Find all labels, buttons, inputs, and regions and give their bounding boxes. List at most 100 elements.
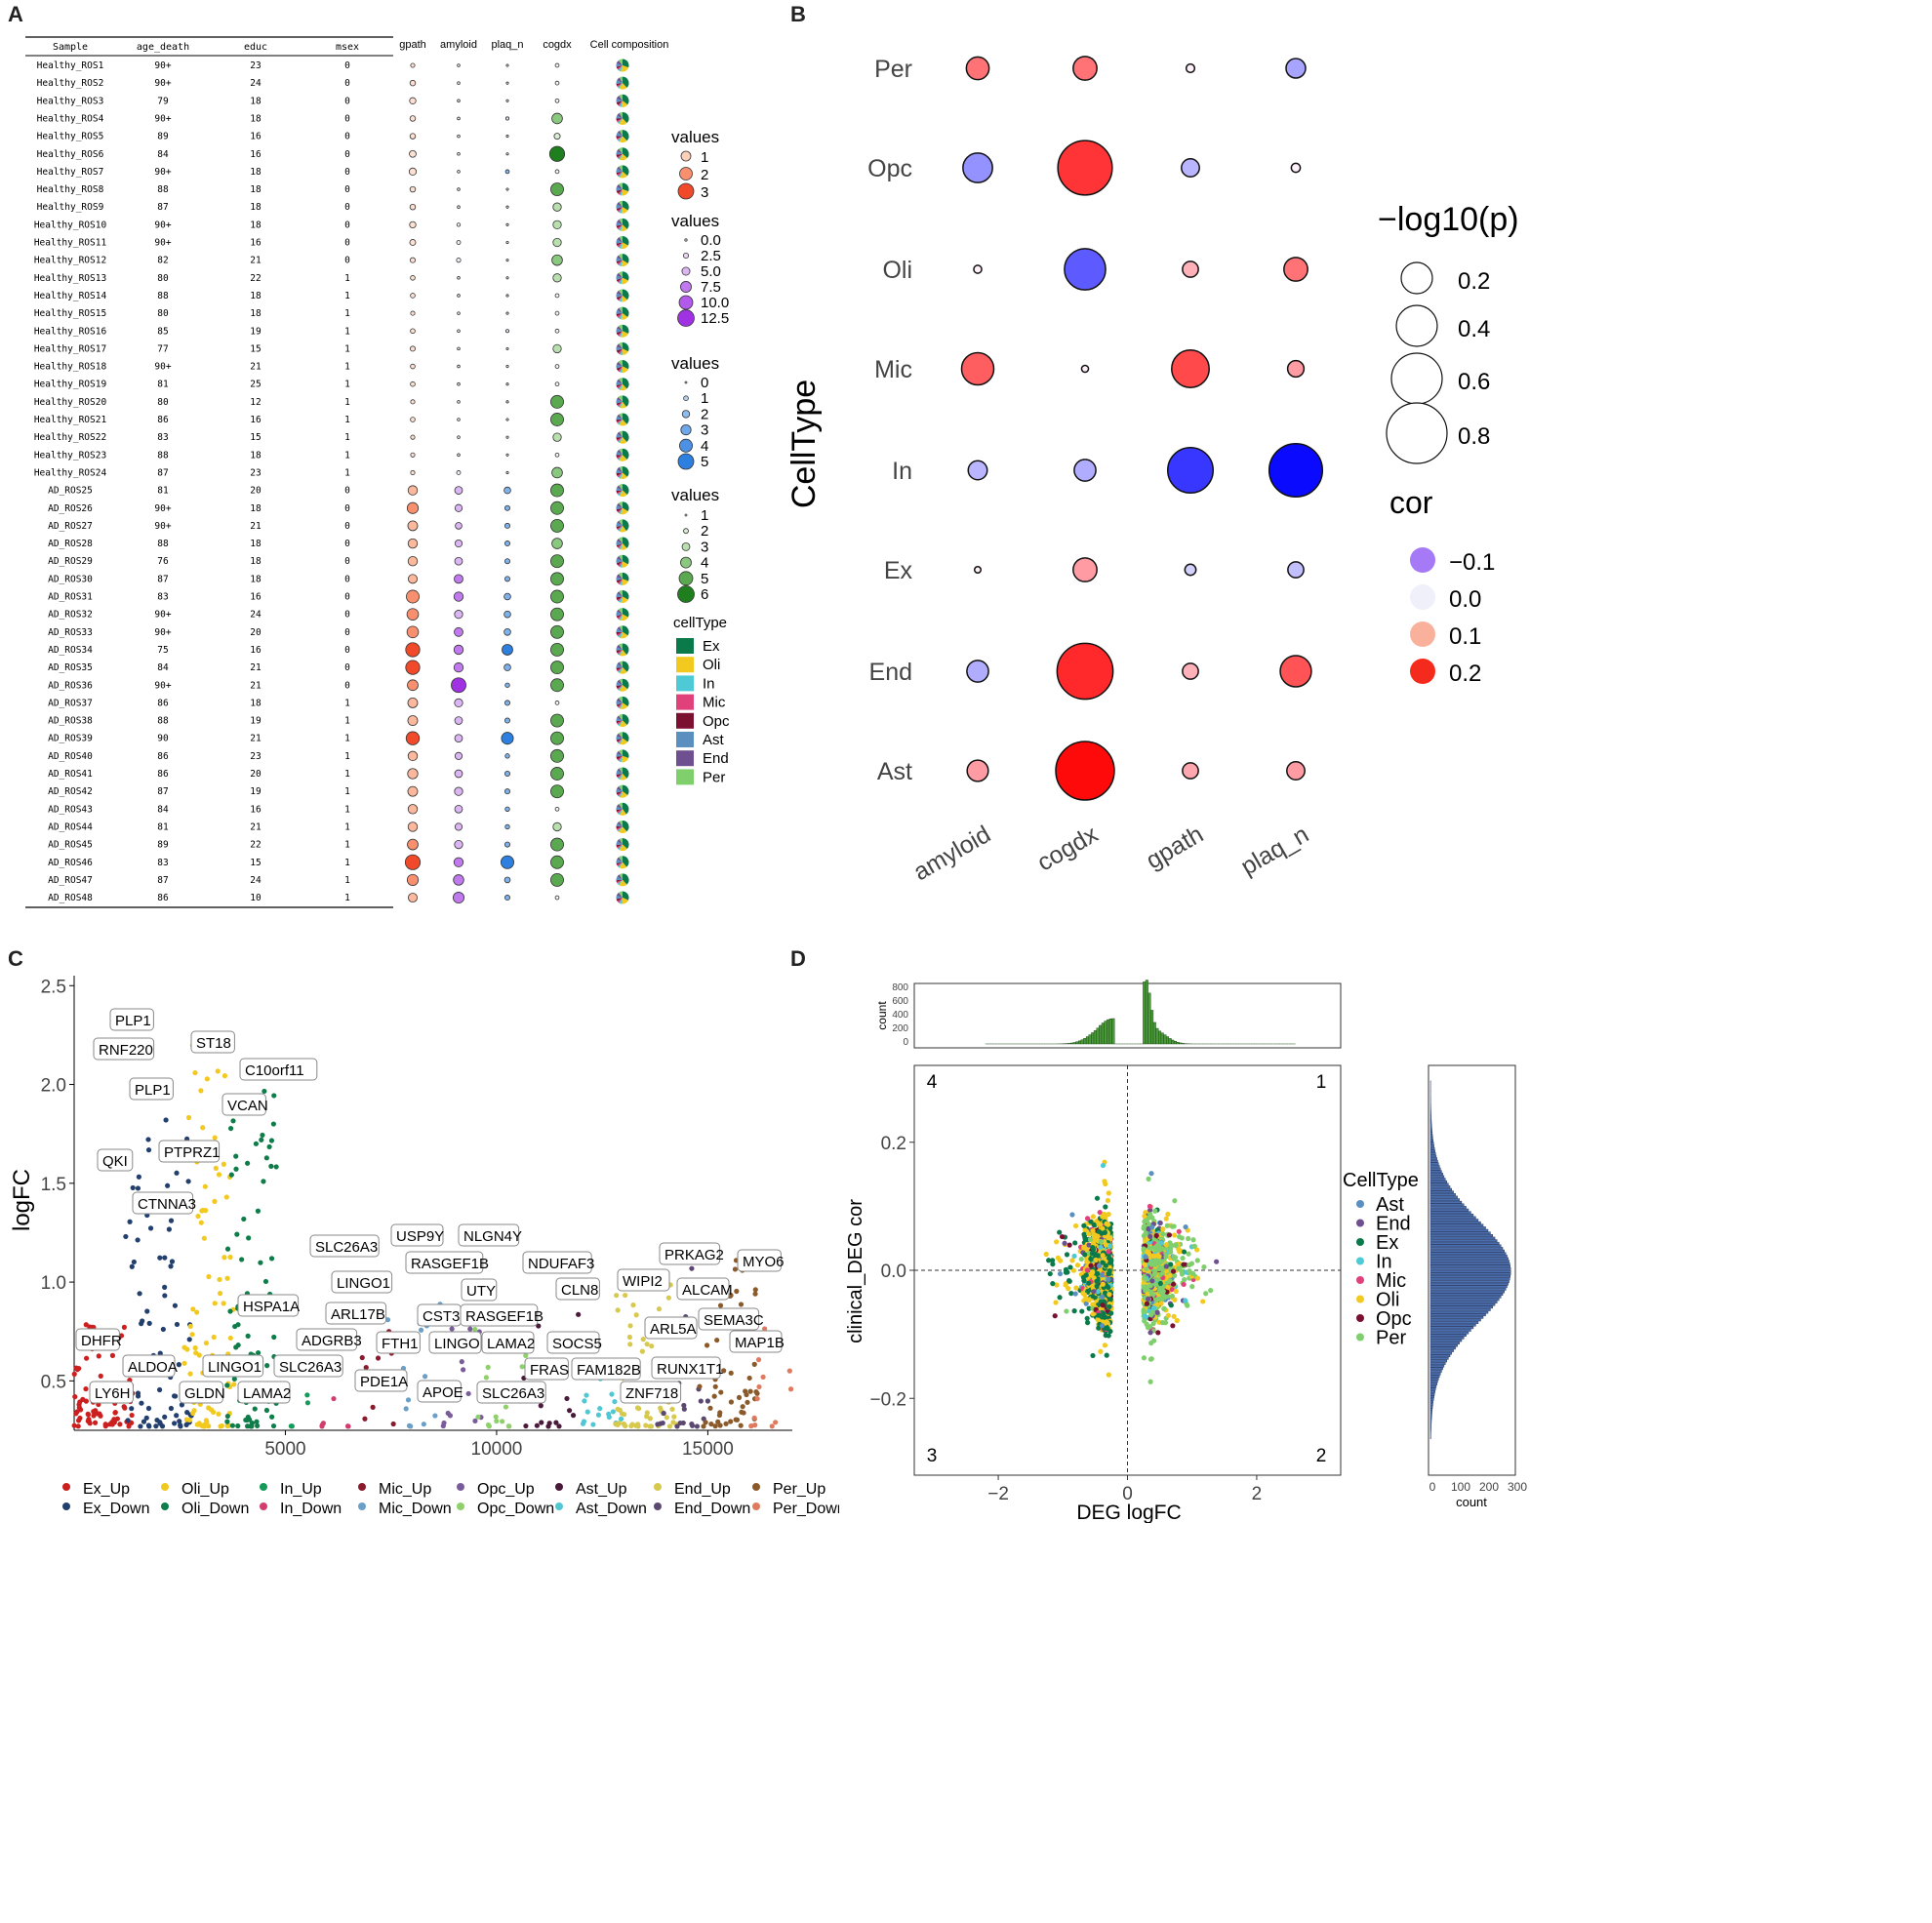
scatter-point [1142, 1262, 1148, 1267]
scatter-point [212, 1301, 218, 1306]
educ-cell: 24 [250, 875, 262, 886]
row-label: Ex [884, 557, 913, 584]
right-hist-bar [1429, 1264, 1511, 1268]
scatter-point [162, 1284, 168, 1290]
scatter-point [472, 1326, 478, 1333]
top-hist-bar [1107, 1019, 1110, 1045]
composition-pie-slice [617, 525, 623, 531]
top-hist-bar [1101, 1022, 1105, 1045]
scatter-point [129, 1406, 135, 1412]
age-cell: 90 [157, 734, 169, 744]
composition-pie-slice [619, 507, 623, 514]
scatter-point [1181, 1262, 1187, 1267]
composition-pie-slice [619, 519, 623, 526]
cogdx-bubble [550, 483, 564, 498]
amyloid-bubble [454, 574, 463, 584]
composition-pie-slice [617, 455, 623, 460]
scatter-point [1086, 1242, 1092, 1248]
scatter-point [1149, 1278, 1155, 1284]
composition-pie-slice [623, 696, 629, 707]
scatter-point [670, 1420, 676, 1425]
composition-pie-slice [621, 313, 628, 320]
scatter-point [1186, 1251, 1191, 1257]
sample-cell: Healthy_ROS20 [34, 397, 107, 408]
scatter-point [1088, 1256, 1094, 1262]
sample-cell: Healthy_ROS10 [34, 220, 107, 230]
composition-pie-slice [616, 755, 623, 760]
scatter-point [153, 1423, 159, 1429]
top-hist-bar [1099, 1024, 1103, 1045]
composition-pie-slice [616, 490, 623, 494]
scatter-point [1147, 1252, 1152, 1258]
scatter-point [717, 1422, 723, 1428]
age-cell: 90+ [154, 78, 171, 89]
scatter-point [163, 1117, 169, 1123]
scatter-point [118, 1333, 125, 1339]
scatter-point [185, 1179, 191, 1184]
scatter-point [1159, 1265, 1165, 1271]
plaq-bubble [505, 418, 509, 421]
composition-pie-slice [620, 667, 627, 674]
scatter-point [1088, 1219, 1094, 1224]
composition-pie-slice [619, 118, 627, 125]
row-label: Ast [877, 758, 912, 785]
right-hist-bar [1429, 1337, 1465, 1340]
gpath-bubble [407, 556, 419, 567]
sample-cell: Healthy_ROS11 [34, 238, 107, 249]
composition-pie-slice [616, 83, 623, 87]
scatter-point [1107, 1303, 1112, 1309]
scatter-point [751, 1415, 757, 1421]
scatter-point [233, 1166, 239, 1172]
amyloid-bubble [454, 804, 463, 814]
gpath-bubble [408, 893, 418, 903]
scatter-point [1102, 1290, 1108, 1296]
sample-cell: Healthy_ROS9 [37, 202, 104, 213]
composition-pie-slice [619, 784, 623, 792]
amyloid-bubble [457, 187, 461, 191]
scatter-point [1104, 1221, 1109, 1226]
panel-a-sample-table: Sample age_death educ msex gpath amyloid plaq_… [0, 0, 771, 917]
scatter-point [162, 1293, 168, 1299]
scatter-point [1176, 1265, 1182, 1271]
right-hist-bar [1429, 1272, 1511, 1276]
composition-pie-slice [618, 254, 623, 260]
scatter-point [1088, 1262, 1094, 1268]
gpath-bubble [410, 434, 416, 440]
composition-pie-slice [619, 83, 627, 90]
composition-pie-slice [616, 487, 623, 492]
scatter-point [157, 1350, 163, 1356]
legend-title: values [671, 128, 719, 146]
right-hist-bar [1429, 1316, 1484, 1319]
sample-cell: AD_ROS44 [48, 821, 93, 832]
right-hist-bar [1429, 1342, 1460, 1344]
scatter-point [752, 1291, 758, 1297]
msex-cell: 0 [344, 132, 350, 142]
scatter-point [553, 1420, 559, 1425]
composition-pie-slice [616, 207, 623, 212]
scatter-point [1167, 1278, 1173, 1284]
panel-label-b: B [790, 2, 806, 26]
sample-cell: AD_ROS31 [48, 592, 93, 603]
composition-pie-slice [616, 558, 623, 564]
gene-label: SEMA3C [704, 1312, 764, 1329]
composition-pie-slice [620, 153, 627, 161]
scatter-point [1177, 1249, 1183, 1255]
amyloid-bubble [454, 751, 463, 760]
top-hist-bar [1163, 1034, 1167, 1045]
composition-pie-slice [619, 755, 623, 763]
scatter-point [192, 1344, 198, 1351]
scatter-point [178, 1422, 183, 1428]
composition-pie-slice [617, 738, 623, 743]
age-cell: 87 [157, 202, 168, 213]
composition-pie-slice [623, 430, 629, 442]
scatter-point [1191, 1243, 1197, 1249]
composition-pie-slice [619, 277, 623, 285]
scatter-point [146, 1320, 152, 1326]
gene-label: LINGO1 [337, 1275, 390, 1292]
educ-cell: 23 [250, 467, 261, 478]
scatter-point [270, 1422, 277, 1429]
msex-cell: 1 [344, 734, 350, 744]
educ-cell: 16 [250, 645, 262, 656]
composition-pie-slice [617, 631, 623, 637]
